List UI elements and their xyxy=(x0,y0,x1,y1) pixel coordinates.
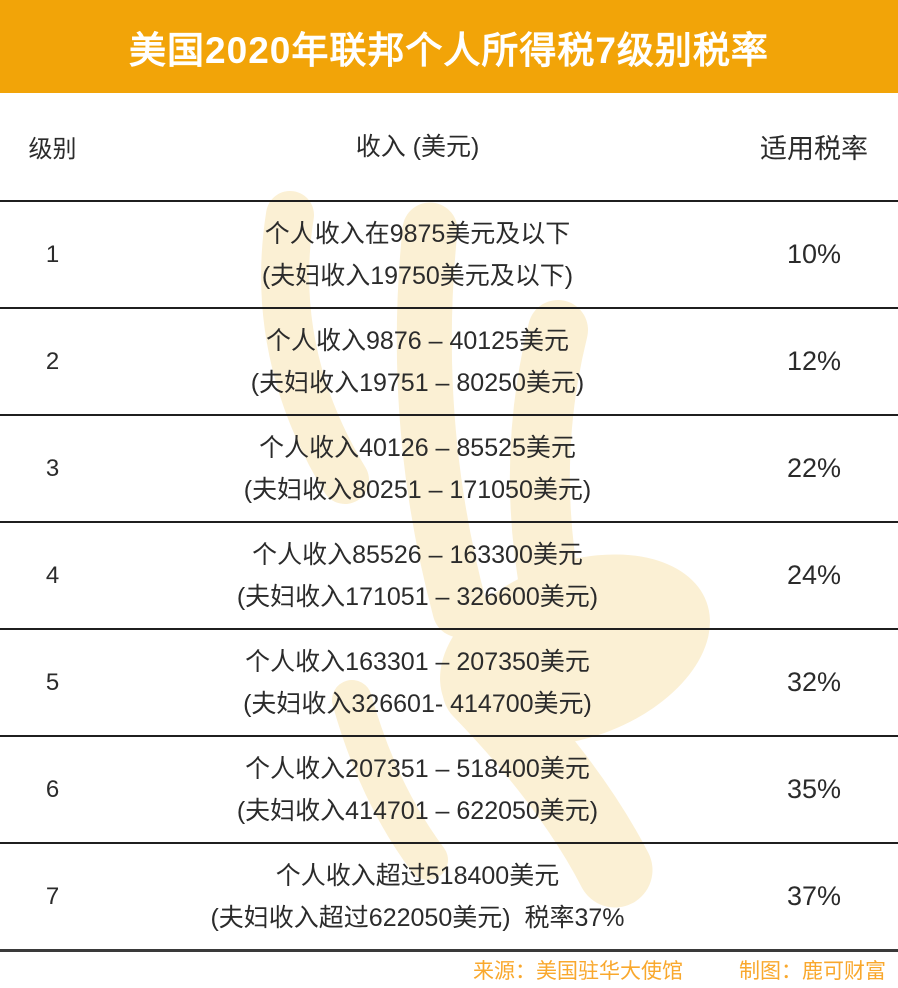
table-header-row: 级别 收入 (美元) 适用税率 xyxy=(0,93,898,200)
income-individual: 个人收入40126 – 85525美元 xyxy=(259,433,576,462)
rate-value: 22% xyxy=(786,453,842,483)
income-individual: 个人收入163301 – 207350美元 xyxy=(245,647,590,676)
income-couple: (夫妇收入171051 – 326600美元) xyxy=(236,582,599,611)
income-individual: 个人收入9876 – 40125美元 xyxy=(266,326,569,355)
level-value: 2 xyxy=(45,347,60,375)
rate-value: 35% xyxy=(786,774,842,804)
table-row: 5 个人收入163301 – 207350美元 (夫妇收入326601- 414… xyxy=(0,628,898,735)
level-value: 5 xyxy=(45,668,60,696)
income-couple: (夫妇收入19751 – 80250美元) xyxy=(250,368,585,397)
income-couple: (夫妇收入326601- 414700美元) xyxy=(243,689,592,718)
income-range: 个人收入9876 – 40125美元 (夫妇收入19751 – 80250美元) xyxy=(105,320,730,404)
income-individual: 个人收入207351 – 518400美元 xyxy=(245,754,590,783)
income-individual: 个人收入在9875美元及以下 xyxy=(264,219,571,248)
level-value: 7 xyxy=(45,882,60,910)
income-range: 个人收入40126 – 85525美元 (夫妇收入80251 – 171050美… xyxy=(105,427,730,511)
income-range: 个人收入在9875美元及以下 (夫妇收入19750美元及以下) xyxy=(105,213,730,297)
table-row: 3 个人收入40126 – 85525美元 (夫妇收入80251 – 17105… xyxy=(0,414,898,521)
rate-value: 24% xyxy=(786,560,842,590)
income-range: 个人收入207351 – 518400美元 (夫妇收入414701 – 6220… xyxy=(105,748,730,832)
income-range: 个人收入163301 – 207350美元 (夫妇收入326601- 41470… xyxy=(105,641,730,725)
level-value: 1 xyxy=(45,240,60,268)
level-value: 4 xyxy=(45,561,60,589)
rate-value: 32% xyxy=(786,667,842,697)
attribution-footer: 来源：美国驻华大使馆 制图：鹿可财富 xyxy=(0,952,898,988)
income-individual: 个人收入85526 – 163300美元 xyxy=(252,540,583,569)
income-range: 个人收入85526 – 163300美元 (夫妇收入171051 – 32660… xyxy=(105,534,730,618)
chart-maker-credit: 制图：鹿可财富 xyxy=(739,960,886,983)
income-couple: (夫妇收入19750美元及以下) xyxy=(261,261,574,290)
tax-table: 级别 收入 (美元) 适用税率 1 个人收入在9875美元及以下 (夫妇收入19… xyxy=(0,93,898,952)
table-row: 6 个人收入207351 – 518400美元 (夫妇收入414701 – 62… xyxy=(0,735,898,842)
income-couple: (夫妇收入超过622050美元) 税率37% xyxy=(210,903,625,932)
rate-value: 10% xyxy=(786,239,842,269)
rate-value: 37% xyxy=(786,881,842,911)
income-couple: (夫妇收入80251 – 171050美元) xyxy=(243,475,592,504)
column-header-rate: 适用税率 xyxy=(760,134,868,164)
table-row: 1 个人收入在9875美元及以下 (夫妇收入19750美元及以下) 10% xyxy=(0,200,898,307)
table-row: 7 个人收入超过518400美元 (夫妇收入超过622050美元) 税率37% … xyxy=(0,842,898,949)
level-value: 6 xyxy=(45,775,60,803)
income-couple: (夫妇收入414701 – 622050美元) xyxy=(236,796,599,825)
table-row: 4 个人收入85526 – 163300美元 (夫妇收入171051 – 326… xyxy=(0,521,898,628)
page-title: 美国2020年联邦个人所得税7级别税率 xyxy=(129,29,769,71)
title-banner: 美国2020年联邦个人所得税7级别税率 xyxy=(0,0,898,93)
level-value: 3 xyxy=(45,454,60,482)
rate-value: 12% xyxy=(786,346,842,376)
table-row: 2 个人收入9876 – 40125美元 (夫妇收入19751 – 80250美… xyxy=(0,307,898,414)
column-header-income: 收入 (美元) xyxy=(355,132,480,161)
income-individual: 个人收入超过518400美元 xyxy=(275,861,560,890)
source-credit: 来源：美国驻华大使馆 xyxy=(473,960,683,983)
column-header-level: 级别 xyxy=(28,136,77,163)
income-range: 个人收入超过518400美元 (夫妇收入超过622050美元) 税率37% xyxy=(105,855,730,939)
